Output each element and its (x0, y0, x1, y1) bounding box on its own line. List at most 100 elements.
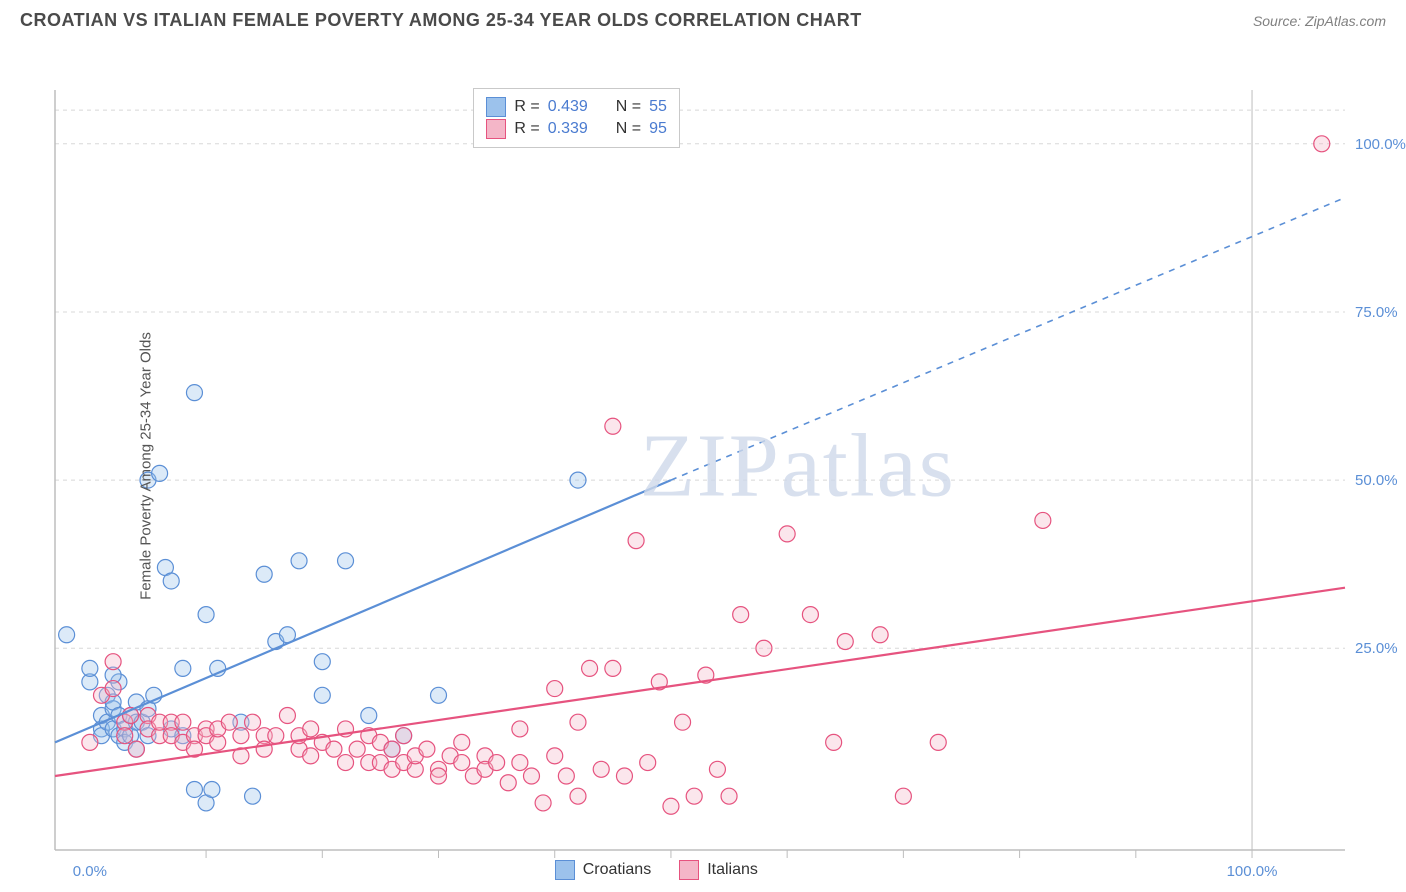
data-point (558, 768, 574, 784)
data-point (198, 607, 214, 623)
data-point (105, 654, 121, 670)
data-point (268, 728, 284, 744)
data-point (163, 573, 179, 589)
data-point (454, 734, 470, 750)
legend-swatch (486, 97, 506, 117)
data-point (837, 634, 853, 650)
x-tick-label: 0.0% (73, 863, 107, 880)
data-point (396, 728, 412, 744)
x-tick-label: 100.0% (1227, 863, 1278, 880)
data-point (675, 714, 691, 730)
data-point (204, 781, 220, 797)
y-tick-label: 75.0% (1355, 304, 1398, 321)
data-point (605, 660, 621, 676)
chart-title: CROATIAN VS ITALIAN FEMALE POVERTY AMONG… (20, 10, 862, 31)
legend-stats-row: R = 0.339 N = 95 (486, 119, 667, 139)
data-point (314, 687, 330, 703)
data-point (256, 741, 272, 757)
y-tick-label: 100.0% (1355, 136, 1406, 153)
data-point (582, 660, 598, 676)
legend-item: Italians (679, 860, 758, 880)
n-value: 95 (649, 120, 667, 138)
data-point (663, 798, 679, 814)
y-tick-label: 50.0% (1355, 472, 1398, 489)
data-point (872, 627, 888, 643)
data-point (279, 707, 295, 723)
series-legend: Croatians Italians (555, 860, 758, 880)
trend-line (55, 588, 1345, 776)
legend-stats-row: R = 0.439N = 55 (486, 97, 667, 117)
r-value: 0.339 (548, 120, 588, 138)
trend-line-extrapolated (671, 198, 1345, 480)
data-point (361, 707, 377, 723)
data-point (593, 761, 609, 777)
data-point (616, 768, 632, 784)
data-point (314, 654, 330, 670)
data-point (186, 781, 202, 797)
data-point (338, 553, 354, 569)
data-point (431, 687, 447, 703)
data-point (221, 714, 237, 730)
data-point (1314, 136, 1330, 152)
data-point (303, 721, 319, 737)
r-value: 0.439 (548, 98, 588, 116)
data-point (570, 788, 586, 804)
legend-swatch (555, 860, 575, 880)
data-point (802, 607, 818, 623)
data-point (326, 741, 342, 757)
data-point (756, 640, 772, 656)
correlation-legend: R = 0.439N = 55R = 0.339N = 95 (473, 88, 680, 148)
data-point (512, 721, 528, 737)
legend-item: Croatians (555, 860, 651, 880)
n-value: 55 (649, 98, 667, 116)
data-point (779, 526, 795, 542)
n-label: N = (616, 120, 641, 138)
data-point (605, 418, 621, 434)
data-point (175, 714, 191, 730)
y-axis-label: Female Poverty Among 25-34 Year Olds (137, 332, 154, 600)
data-point (384, 741, 400, 757)
data-point (431, 768, 447, 784)
data-point (245, 714, 261, 730)
data-point (686, 788, 702, 804)
data-point (419, 741, 435, 757)
data-point (733, 607, 749, 623)
legend-swatch (679, 860, 699, 880)
y-tick-label: 25.0% (1355, 640, 1398, 657)
data-point (233, 728, 249, 744)
data-point (930, 734, 946, 750)
data-point (895, 788, 911, 804)
data-point (82, 660, 98, 676)
legend-swatch (486, 119, 506, 139)
source-name: ZipAtlas.com (1305, 13, 1386, 29)
data-point (186, 385, 202, 401)
data-point (245, 788, 261, 804)
chart-container: Female Poverty Among 25-34 Year Olds ZIP… (0, 40, 1406, 892)
data-point (1035, 512, 1051, 528)
legend-label: Italians (707, 861, 758, 879)
data-point (489, 755, 505, 771)
data-point (117, 728, 133, 744)
source-attribution: Source: ZipAtlas.com (1253, 13, 1386, 29)
data-point (826, 734, 842, 750)
r-label: R = (514, 98, 539, 116)
scatter-chart: 25.0% 50.0% 75.0% 100.0% 0.0% 100.0% (0, 40, 1406, 892)
data-point (709, 761, 725, 777)
data-point (338, 755, 354, 771)
data-point (105, 681, 121, 697)
data-point (256, 566, 272, 582)
data-point (570, 714, 586, 730)
data-point (721, 788, 737, 804)
data-point (59, 627, 75, 643)
data-point (570, 472, 586, 488)
data-point (523, 768, 539, 784)
data-point (291, 553, 307, 569)
legend-label: Croatians (583, 861, 651, 879)
data-point (640, 755, 656, 771)
data-point (628, 533, 644, 549)
source-prefix: Source: (1253, 13, 1305, 29)
r-label: R = (514, 120, 539, 138)
data-point (454, 755, 470, 771)
data-point (512, 755, 528, 771)
data-point (303, 748, 319, 764)
